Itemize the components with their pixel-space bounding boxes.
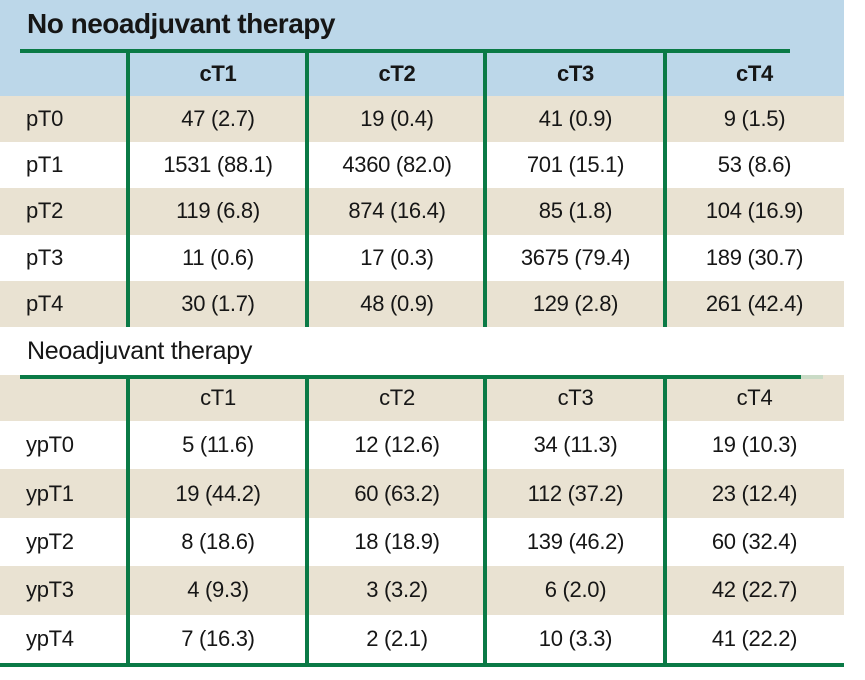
cell: 104 (16.9) <box>705 198 804 224</box>
cell: 60 (63.2) <box>354 480 440 506</box>
table1-column-divider <box>305 50 309 327</box>
cell: 47 (2.7) <box>181 106 255 132</box>
cell: 6 (2.0) <box>544 577 607 603</box>
table1-top-rule <box>20 49 790 53</box>
row-label: ypT2 <box>26 528 74 554</box>
table2-column-divider <box>483 376 487 663</box>
cell: 41 (0.9) <box>538 106 613 132</box>
cell: 60 (32.4) <box>711 528 798 554</box>
cell: 3675 (79.4) <box>520 244 631 270</box>
table1-header-band <box>0 0 844 96</box>
table-row-pt3: pT3 11 (0.6) 17 (0.3) 3675 (79.4) 189 (3… <box>0 234 844 281</box>
table-row-pt2: pT2 119 (6.8) 874 (16.4) 85 (1.8) 104 (1… <box>0 188 844 235</box>
cell: 1531 (88.1) <box>163 152 273 178</box>
row-label: pT3 <box>26 244 64 270</box>
table2-col-ct3: cT3 <box>557 385 594 410</box>
cell: 701 (15.1) <box>526 152 625 178</box>
table-row-pt4: pT4 30 (1.7) 48 (0.9) 129 (2.8) 261 (42.… <box>0 280 844 327</box>
table2-col-ct2: cT2 <box>379 385 415 410</box>
cell: 139 (46.2) <box>526 528 625 554</box>
cell: 34 (11.3) <box>533 432 618 458</box>
table1-column-divider <box>663 50 667 327</box>
cell: 11 (0.6) <box>182 244 254 270</box>
table1-col-ct3: cT3 <box>556 60 594 86</box>
cell: 4360 (82.0) <box>342 152 452 178</box>
table2-column-divider <box>305 376 309 663</box>
cell: 18 (18.9) <box>354 528 440 554</box>
table2-title: Neoadjuvant therapy <box>27 336 253 365</box>
table-row-ypt1: ypT1 19 (44.2) 60 (63.2) 112 (37.2) 23 (… <box>0 469 844 518</box>
table-row-pt0: pT0 47 (2.7) 19 (0.4) 41 (0.9) 9 (1.5) <box>0 96 844 143</box>
cell: 30 (1.7) <box>181 290 255 316</box>
table1-column-divider <box>126 50 130 327</box>
row-label: pT4 <box>26 290 64 316</box>
cell: 19 (0.4) <box>360 106 434 132</box>
table2-col-ct4: cT4 <box>736 385 773 410</box>
cell: 42 (22.7) <box>711 577 798 603</box>
cell: 3 (3.2) <box>366 577 428 603</box>
table1-column-divider <box>483 50 487 327</box>
table2-col-ct1: cT1 <box>200 385 236 410</box>
row-label: ypT0 <box>26 432 74 458</box>
cell: 23 (12.4) <box>711 480 798 506</box>
table-row-ypt2: ypT2 8 (18.6) 18 (18.9) 139 (46.2) 60 (3… <box>0 517 844 567</box>
row-label: ypT1 <box>26 480 74 506</box>
cell: 10 (3.3) <box>538 625 613 651</box>
cell: 41 (22.2) <box>711 625 798 651</box>
table-row-ypt4: ypT4 7 (16.3) 2 (2.1) 10 (3.3) 41 (22.2) <box>0 614 844 663</box>
cell: 19 (10.3) <box>711 432 798 458</box>
cell: 19 (44.2) <box>175 480 261 506</box>
cell: 112 (37.2) <box>527 480 624 506</box>
table1-title: No neoadjuvant therapy <box>27 8 335 39</box>
cell: 7 (16.3) <box>181 625 255 651</box>
cell: 48 (0.9) <box>360 290 434 316</box>
table1-col-ct4: cT4 <box>735 60 773 86</box>
cell: 53 (8.6) <box>717 152 792 178</box>
cell: 17 (0.3) <box>360 244 434 270</box>
table1-col-ct2: cT2 <box>378 60 416 86</box>
cell: 5 (11.6) <box>182 432 254 458</box>
cell: 85 (1.8) <box>538 198 613 224</box>
table2-column-header-row: cT1 cT2 cT3 cT4 <box>0 375 844 421</box>
cell: 874 (16.4) <box>348 198 446 224</box>
cell: 261 (42.4) <box>705 290 804 316</box>
row-label: pT0 <box>26 106 64 132</box>
table-row-ypt3: ypT3 4 (9.3) 3 (3.2) 6 (2.0) 42 (22.7) <box>0 566 844 615</box>
cell: 8 (18.6) <box>181 528 255 554</box>
row-label: pT2 <box>26 198 64 224</box>
table2-column-divider <box>126 376 130 663</box>
row-label: ypT3 <box>26 577 74 603</box>
cell: 119 (6.8) <box>176 198 260 224</box>
table-bottom-rule <box>0 663 844 667</box>
table1-column-header-row: cT1 cT2 cT3 cT4 <box>0 52 844 95</box>
cell: 129 (2.8) <box>532 290 619 316</box>
row-label: ypT4 <box>26 625 74 651</box>
table-row-pt1: pT1 1531 (88.1) 4360 (82.0) 701 (15.1) 5… <box>0 142 844 189</box>
table2-body: ypT0 5 (11.6) 12 (12.6) 34 (11.3) 19 (10… <box>0 421 844 663</box>
cell: 189 (30.7) <box>705 244 804 270</box>
table-row-ypt0: ypT0 5 (11.6) 12 (12.6) 34 (11.3) 19 (10… <box>0 421 844 470</box>
cell: 4 (9.3) <box>187 577 249 603</box>
cell: 9 (1.5) <box>723 106 786 132</box>
table1-body: pT0 47 (2.7) 19 (0.4) 41 (0.9) 9 (1.5) p… <box>0 96 844 327</box>
row-label: pT1 <box>26 152 64 178</box>
cell: 12 (12.6) <box>354 432 440 458</box>
cell: 2 (2.1) <box>366 625 428 651</box>
table2-column-divider <box>663 376 667 663</box>
table2-top-rule <box>20 375 801 379</box>
table2-top-rule-faded-tail <box>801 375 823 379</box>
table1-col-ct1: cT1 <box>199 60 237 86</box>
